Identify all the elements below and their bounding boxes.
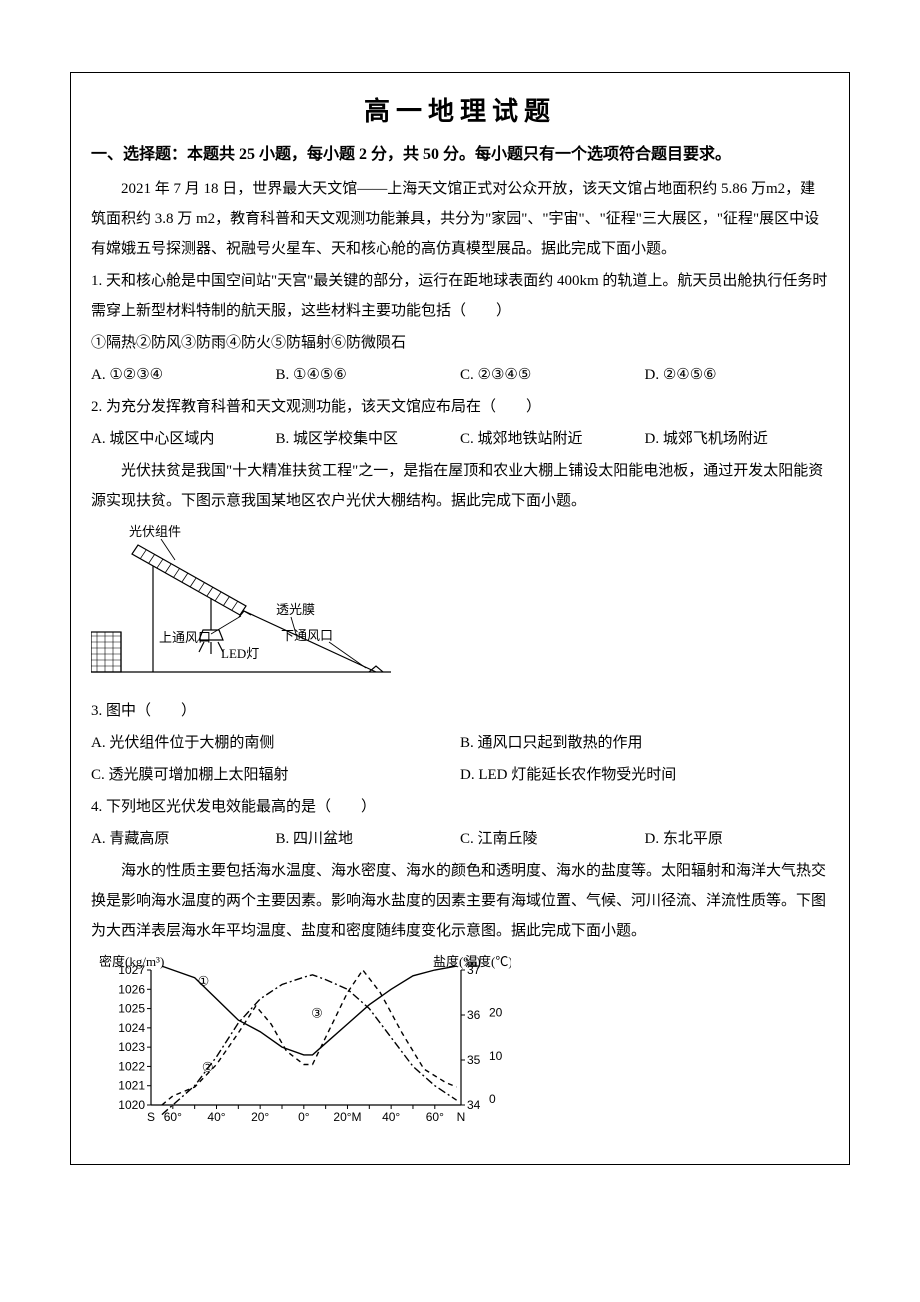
q1-stem: 1. 天和核心舱是中国空间站"天宫"最关键的部分，运行在距地球表面约 400km… [91, 266, 829, 326]
q2-options: A. 城区中心区域内 B. 城区学校集中区 C. 城郊地铁站附近 D. 城郊飞机… [91, 424, 829, 454]
svg-text:②: ② [202, 1060, 214, 1075]
svg-text:下通风口: 下通风口 [281, 628, 333, 643]
page-title: 高一地理试题 [91, 91, 829, 128]
passage-2: 光伏扶贫是我国"十大精准扶贫工程"之一，是指在屋顶和农业大棚上铺设太阳能电池板，… [91, 456, 829, 516]
passage-3: 海水的性质主要包括海水温度、海水密度、海水的颜色和透明度、海水的盐度等。太阳辐射… [91, 856, 829, 946]
figure-greenhouse: 上通风口 光伏组件透光膜下通风口 LED灯 [91, 522, 829, 692]
svg-text:34: 34 [467, 1098, 481, 1112]
q1-subline: ①隔热②防风③防雨④防火⑤防辐射⑥防微陨石 [91, 328, 829, 358]
q3-opt-c: C. 透光膜可增加棚上太阳辐射 [91, 760, 460, 790]
q2-opt-a: A. 城区中心区域内 [91, 424, 276, 454]
q1-opt-d: D. ②④⑤⑥ [645, 360, 830, 390]
svg-text:LED灯: LED灯 [221, 646, 259, 661]
svg-text:N: N [457, 1110, 466, 1124]
q4-stem: 4. 下列地区光伏发电效能最高的是（ ） [91, 792, 829, 822]
svg-text:40°: 40° [382, 1110, 400, 1124]
svg-text:1020: 1020 [118, 1098, 145, 1112]
svg-text:1022: 1022 [118, 1060, 145, 1074]
q2-stem: 2. 为充分发挥教育科普和天文观测功能，该天文馆应布局在（ ） [91, 392, 829, 422]
q1-opt-b: B. ①④⑤⑥ [276, 360, 461, 390]
q3-stem: 3. 图中（ ） [91, 696, 829, 726]
svg-text:1023: 1023 [118, 1041, 145, 1055]
q2-opt-c: C. 城郊地铁站附近 [460, 424, 645, 454]
q1-options: A. ①②③④ B. ①④⑤⑥ C. ②③④⑤ D. ②④⑤⑥ [91, 360, 829, 390]
svg-text:光伏组件: 光伏组件 [129, 524, 181, 539]
svg-text:20: 20 [489, 1006, 503, 1020]
q4-options: A. 青藏高原 B. 四川盆地 C. 江南丘陵 D. 东北平原 [91, 824, 829, 854]
svg-text:0°: 0° [298, 1110, 310, 1124]
q4-opt-d: D. 东北平原 [645, 824, 830, 854]
svg-text:20°: 20° [251, 1110, 269, 1124]
svg-text:1026: 1026 [118, 983, 145, 997]
q4-opt-c: C. 江南丘陵 [460, 824, 645, 854]
passage-1: 2021 年 7 月 18 日，世界最大天文馆——上海天文馆正式对公众开放，该天… [91, 174, 829, 264]
q3-opt-d: D. LED 灯能延长农作物受光时间 [460, 760, 829, 790]
svg-text:上通风口: 上通风口 [159, 630, 211, 645]
svg-text:0: 0 [489, 1092, 496, 1106]
page-frame: 高一地理试题 一、选择题：本题共 25 小题，每小题 2 分，共 50 分。每小… [70, 72, 850, 1165]
svg-text:1025: 1025 [118, 1002, 145, 1016]
q3-opt-b: B. 通风口只起到散热的作用 [460, 728, 829, 758]
q1-opt-c: C. ②③④⑤ [460, 360, 645, 390]
svg-text:20°M: 20°M [333, 1110, 361, 1124]
svg-text:35: 35 [467, 1053, 481, 1067]
svg-text:温度(℃): 温度(℃) [465, 954, 511, 969]
q1-opt-a: A. ①②③④ [91, 360, 276, 390]
svg-text:密度(kg/m³): 密度(kg/m³) [99, 954, 164, 969]
q3-options-row1: A. 光伏组件位于大棚的南侧 B. 通风口只起到散热的作用 [91, 728, 829, 758]
q3-opt-a: A. 光伏组件位于大棚的南侧 [91, 728, 460, 758]
svg-text:1024: 1024 [118, 1021, 145, 1035]
svg-text:透光膜: 透光膜 [276, 602, 315, 617]
svg-text:36: 36 [467, 1008, 481, 1022]
svg-text:60°: 60° [164, 1110, 182, 1124]
svg-text:③: ③ [311, 1006, 323, 1021]
svg-text:40°: 40° [207, 1110, 225, 1124]
figure-ocean-chart: 10201021102210231024102510261027密度(kg/m³… [91, 952, 829, 1142]
q3-options-row2: C. 透光膜可增加棚上太阳辐射 D. LED 灯能延长农作物受光时间 [91, 760, 829, 790]
svg-text:S: S [147, 1110, 155, 1124]
q2-opt-d: D. 城郊飞机场附近 [645, 424, 830, 454]
q4-opt-b: B. 四川盆地 [276, 824, 461, 854]
q2-opt-b: B. 城区学校集中区 [276, 424, 461, 454]
svg-text:60°: 60° [426, 1110, 444, 1124]
svg-text:①: ① [198, 974, 210, 989]
svg-text:10: 10 [489, 1049, 503, 1063]
section-header: 一、选择题：本题共 25 小题，每小题 2 分，共 50 分。每小题只有一个选项… [91, 140, 829, 170]
q4-opt-a: A. 青藏高原 [91, 824, 276, 854]
svg-text:1021: 1021 [118, 1079, 145, 1093]
